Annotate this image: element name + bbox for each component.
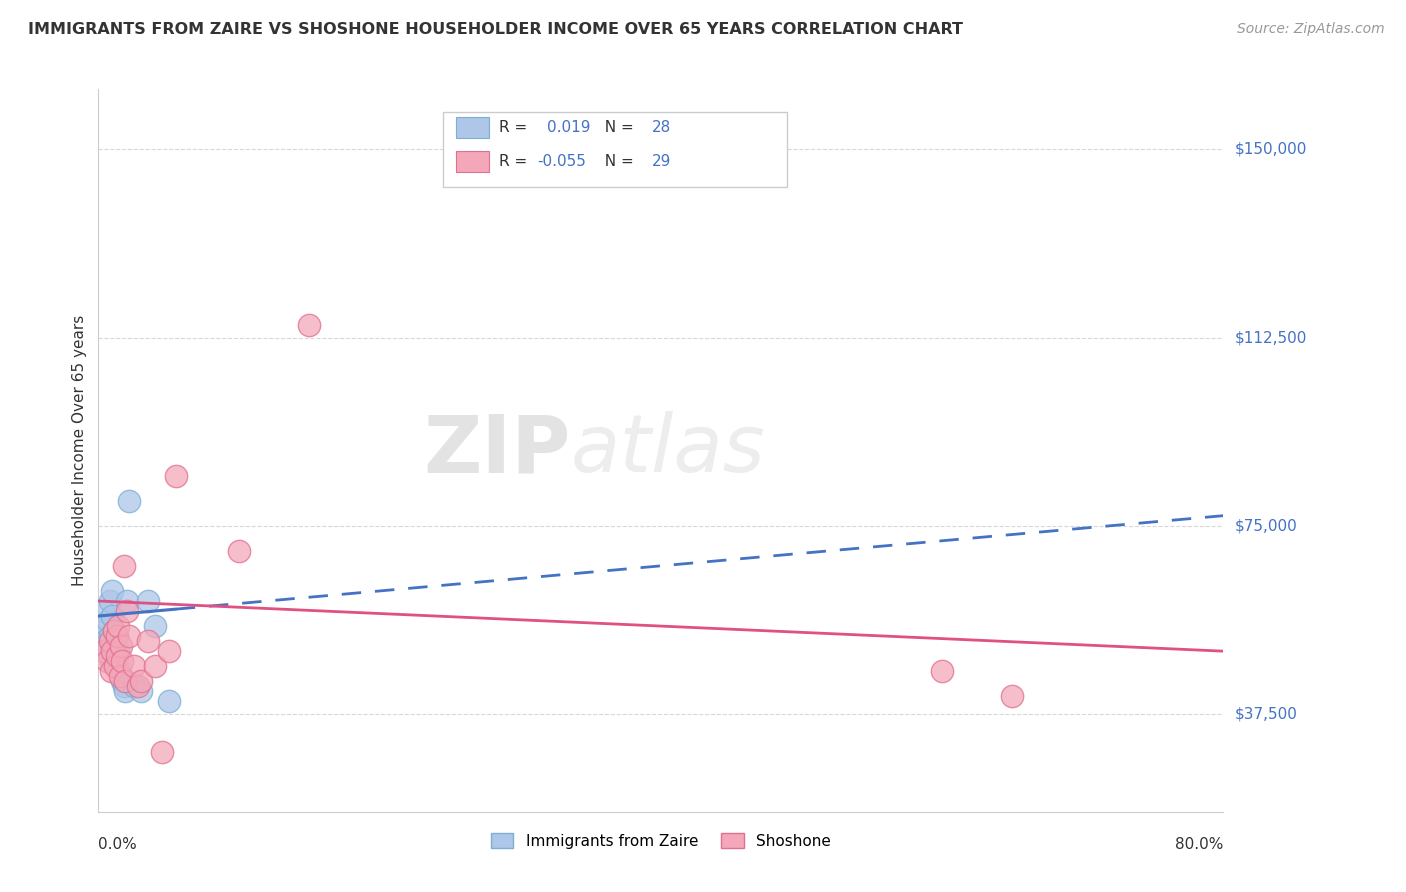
Point	[118, 629, 141, 643]
Text: $75,000: $75,000	[1234, 518, 1298, 533]
Point	[101, 609, 124, 624]
Point	[111, 654, 134, 668]
Point	[108, 669, 131, 683]
Point	[100, 664, 122, 678]
Point	[112, 558, 135, 573]
Text: Source: ZipAtlas.com: Source: ZipAtlas.com	[1237, 22, 1385, 37]
Point	[157, 644, 180, 658]
Point	[94, 634, 117, 648]
Point	[114, 674, 136, 689]
Point	[110, 669, 132, 683]
Point	[96, 644, 118, 658]
Text: 80.0%: 80.0%	[1175, 837, 1223, 852]
Point	[136, 634, 159, 648]
Point	[110, 639, 132, 653]
Point	[105, 649, 128, 664]
Point	[143, 659, 166, 673]
Point	[105, 659, 128, 673]
Point	[97, 614, 120, 628]
Point	[115, 604, 138, 618]
Point	[103, 624, 125, 639]
Y-axis label: Householder Income Over 65 years: Householder Income Over 65 years	[72, 315, 87, 586]
Point	[129, 684, 152, 698]
Text: $112,500: $112,500	[1234, 330, 1306, 345]
Point	[104, 639, 127, 653]
Point	[98, 629, 121, 643]
Text: 0.019: 0.019	[547, 120, 591, 135]
Point	[143, 619, 166, 633]
Point	[104, 659, 127, 673]
Point	[114, 684, 136, 698]
Text: N =: N =	[595, 120, 638, 135]
Point	[136, 594, 159, 608]
Point	[107, 619, 129, 633]
Legend: Immigrants from Zaire, Shoshone: Immigrants from Zaire, Shoshone	[485, 827, 837, 855]
Text: $150,000: $150,000	[1234, 142, 1306, 157]
Point	[118, 493, 141, 508]
Point	[91, 604, 114, 618]
Text: R =: R =	[499, 154, 533, 169]
Point	[103, 624, 125, 639]
Point	[298, 318, 321, 332]
Point	[111, 674, 134, 689]
Point	[108, 664, 131, 678]
Point	[129, 674, 152, 689]
Point	[150, 744, 173, 758]
Text: IMMIGRANTS FROM ZAIRE VS SHOSHONE HOUSEHOLDER INCOME OVER 65 YEARS CORRELATION C: IMMIGRANTS FROM ZAIRE VS SHOSHONE HOUSEH…	[28, 22, 963, 37]
Text: N =: N =	[595, 154, 638, 169]
Point	[105, 629, 128, 643]
Text: ZIP: ZIP	[423, 411, 571, 490]
Point	[127, 679, 149, 693]
Point	[105, 629, 128, 643]
Point	[122, 659, 145, 673]
Point	[157, 694, 180, 708]
Point	[1001, 690, 1024, 704]
Point	[93, 644, 115, 658]
Text: R =: R =	[499, 120, 537, 135]
Point	[93, 619, 115, 633]
Point	[165, 468, 187, 483]
Point	[112, 679, 135, 693]
Text: 28: 28	[652, 120, 671, 135]
Point	[931, 664, 953, 678]
Point	[228, 543, 250, 558]
Text: -0.055: -0.055	[537, 154, 586, 169]
Point	[122, 679, 145, 693]
Point	[104, 649, 127, 664]
Point	[96, 654, 118, 668]
Point	[107, 644, 129, 658]
Point	[100, 654, 122, 668]
Point	[98, 594, 121, 608]
Text: 29: 29	[652, 154, 672, 169]
Point	[98, 634, 121, 648]
Text: $37,500: $37,500	[1234, 706, 1298, 722]
Point	[101, 583, 124, 598]
Text: 0.0%: 0.0%	[98, 837, 138, 852]
Point	[115, 594, 138, 608]
Text: atlas: atlas	[571, 411, 766, 490]
Point	[101, 644, 124, 658]
